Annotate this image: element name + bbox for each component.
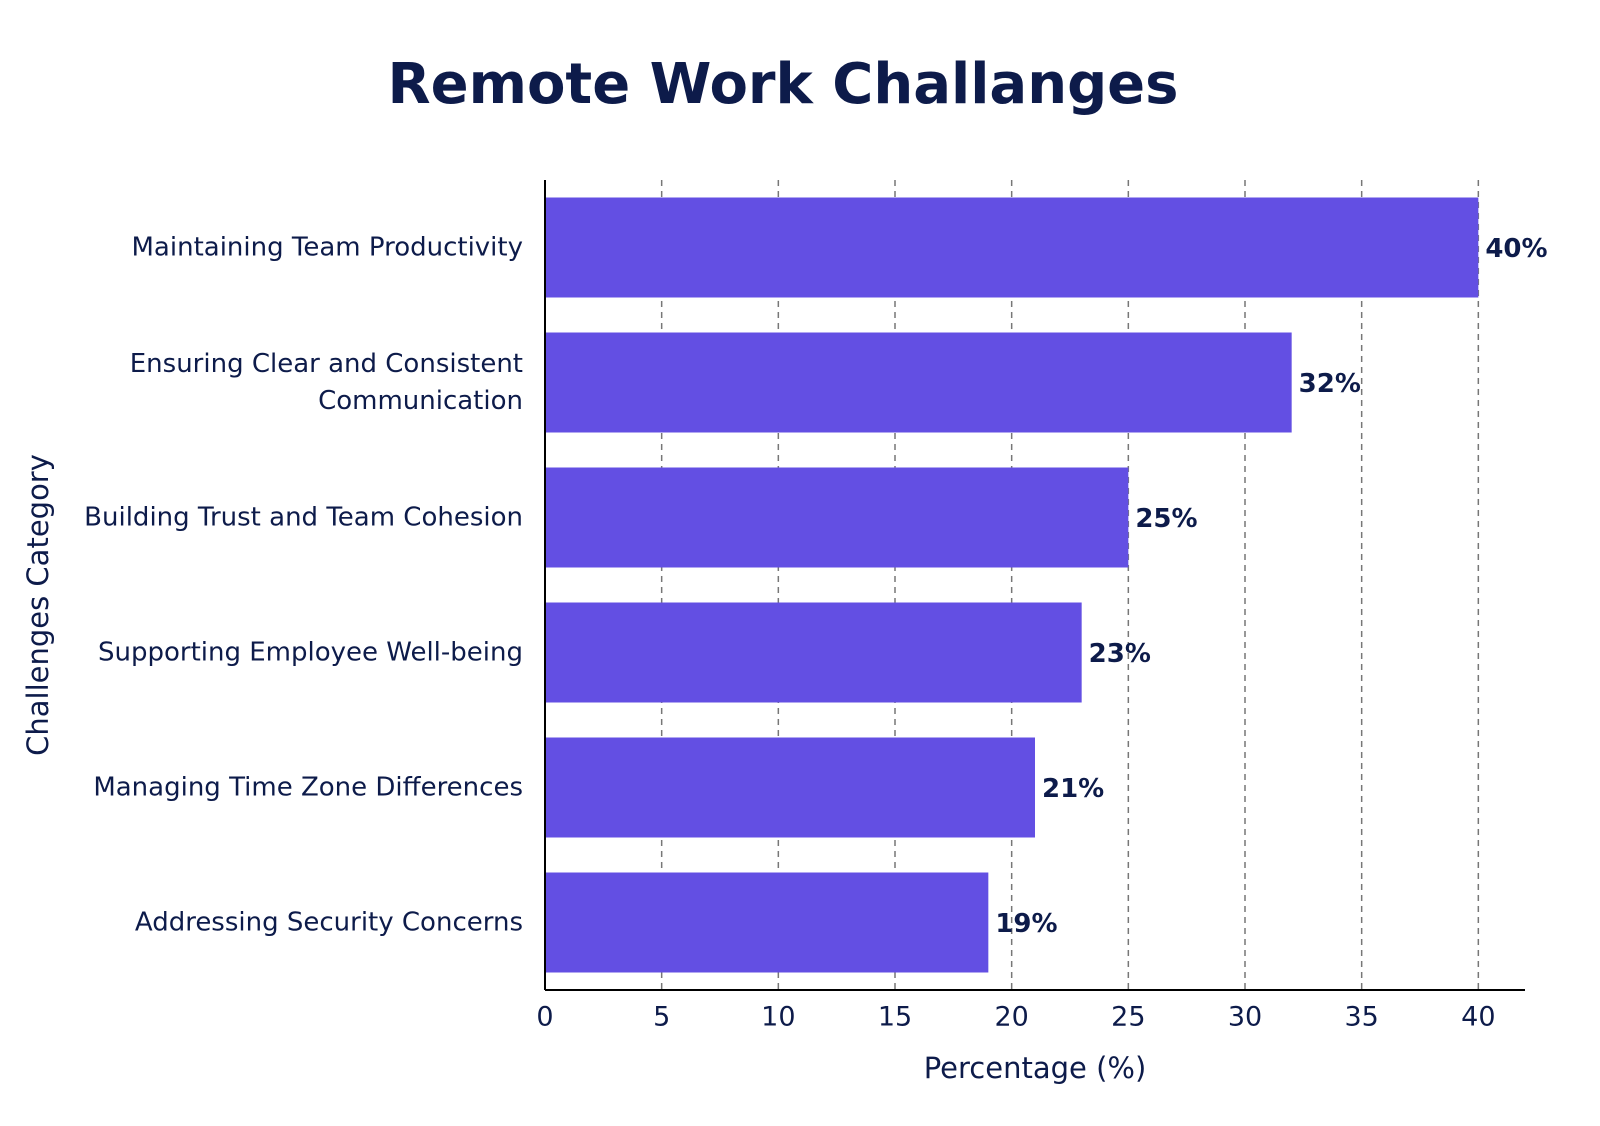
bar xyxy=(545,602,1082,703)
value-label: 23% xyxy=(1089,639,1151,669)
y-tick-label: Ensuring Clear and Consistent Communicat… xyxy=(129,348,523,416)
y-tick-label: Addressing Security Concerns xyxy=(134,907,523,937)
y-tick-label: Building Trust and Team Cohesion xyxy=(84,502,523,532)
bar xyxy=(545,332,1292,433)
x-tick-label: 15 xyxy=(878,1002,912,1033)
chart-title: Remote Work Challanges xyxy=(388,52,1179,117)
x-tick-label: 25 xyxy=(1111,1002,1145,1033)
bar xyxy=(545,197,1479,298)
value-label: 40% xyxy=(1485,234,1547,264)
x-tick-label: 5 xyxy=(653,1002,670,1033)
x-tick-label: 0 xyxy=(536,1002,553,1033)
bar xyxy=(545,467,1129,568)
bar xyxy=(545,872,989,973)
value-label: 19% xyxy=(995,909,1057,939)
y-axis-title: Challenges Category xyxy=(21,454,55,756)
x-tick-label: 35 xyxy=(1344,1002,1378,1033)
value-label: 25% xyxy=(1135,504,1197,534)
x-tick-label: 20 xyxy=(994,1002,1028,1033)
value-label: 32% xyxy=(1299,369,1361,399)
y-tick-label: Maintaining Team Productivity xyxy=(131,232,524,262)
x-tick-label: 30 xyxy=(1228,1002,1262,1033)
value-label: 21% xyxy=(1042,774,1104,804)
x-tick-label: 10 xyxy=(761,1002,795,1033)
bar xyxy=(545,737,1035,838)
x-axis-title: Percentage (%) xyxy=(924,1051,1147,1085)
x-tick-label: 40 xyxy=(1461,1002,1495,1033)
y-tick-label: Managing Time Zone Differences xyxy=(93,772,523,802)
y-tick-label: Supporting Employee Well-being xyxy=(97,637,523,667)
